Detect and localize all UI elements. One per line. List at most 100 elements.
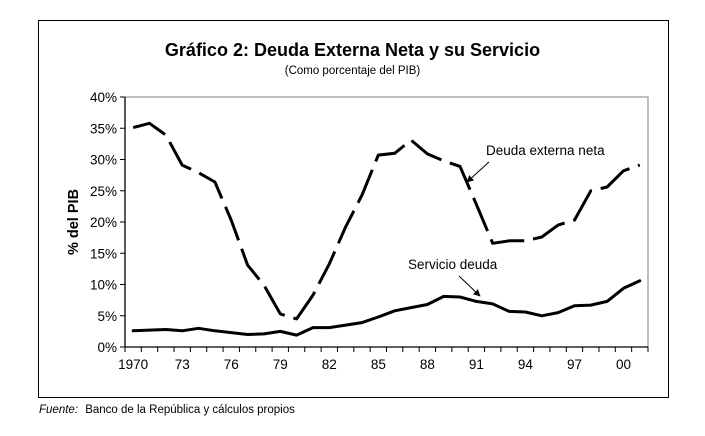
data-point — [360, 321, 363, 324]
data-point — [344, 226, 347, 229]
data-point — [540, 314, 543, 317]
data-point — [573, 304, 576, 307]
data-point — [295, 334, 298, 337]
data-point — [606, 186, 609, 189]
x-tick-label: 1970 — [118, 357, 148, 372]
data-point — [589, 304, 592, 307]
data-point — [638, 164, 641, 167]
y-tick-label: 20% — [90, 215, 117, 230]
data-point — [508, 310, 511, 313]
data-point — [475, 300, 478, 303]
data-point — [524, 311, 527, 314]
data-point — [426, 303, 429, 306]
y-tick-label: 30% — [90, 153, 117, 168]
x-tick-label: 00 — [616, 357, 631, 372]
data-point — [230, 219, 233, 222]
series-line-deuda-externa-neta — [132, 121, 641, 321]
x-tick-label: 91 — [469, 357, 484, 372]
chart-frame — [38, 20, 669, 398]
data-point — [606, 300, 609, 303]
data-point — [311, 294, 314, 297]
data-point — [262, 284, 265, 287]
x-tick-label: 76 — [224, 357, 239, 372]
data-point — [540, 236, 543, 239]
data-point — [377, 154, 380, 157]
y-tick-label: 25% — [90, 184, 117, 199]
data-point — [132, 126, 135, 129]
x-tick-label: 79 — [273, 357, 288, 372]
source-text: Banco de la República y cálculos propios — [85, 404, 295, 416]
x-tick-label: 94 — [518, 357, 534, 372]
data-point — [197, 171, 200, 174]
data-point — [197, 327, 200, 330]
data-point — [295, 317, 298, 320]
source-note: Fuente: Banco de la República y cálculos… — [39, 404, 295, 416]
annotation-servicio-deuda: Servicio deuda — [408, 257, 498, 272]
x-tick-label: 73 — [175, 357, 190, 372]
data-point — [459, 296, 462, 299]
data-point — [491, 242, 494, 245]
data-point — [638, 279, 641, 282]
x-tick-label: 82 — [322, 357, 337, 372]
annotations: Deuda externa neta Servicio deuda — [408, 143, 605, 297]
data-point — [344, 324, 347, 327]
y-tick-label: 15% — [90, 246, 117, 261]
chart-title: Gráfico 2: Deuda Externa Neta y su Servi… — [164, 40, 541, 60]
series-line-servicio-deuda — [131, 279, 642, 337]
data-point — [164, 134, 167, 137]
data-point — [230, 331, 233, 334]
data-point — [148, 329, 151, 332]
data-point — [442, 159, 445, 162]
x-axis: 1970 73 76 79 82 85 88 91 94 97 00 — [118, 346, 649, 372]
data-point — [213, 181, 216, 184]
data-point — [262, 332, 265, 335]
data-point — [557, 224, 560, 227]
y-tick-label: 10% — [90, 278, 117, 293]
plot-area — [124, 96, 649, 348]
data-point — [148, 122, 151, 125]
series-group — [131, 121, 642, 337]
data-point — [393, 309, 396, 312]
data-point — [246, 264, 249, 267]
data-point — [377, 316, 380, 319]
x-tick-label: 97 — [567, 357, 582, 372]
y-tick-label: 35% — [90, 121, 117, 136]
y-axis-label: % del PIB — [66, 189, 82, 255]
data-point — [475, 203, 478, 206]
x-tick-label: 88 — [420, 357, 435, 372]
data-point — [311, 326, 314, 329]
data-point — [181, 164, 184, 167]
source-label: Fuente: — [39, 404, 78, 416]
data-point — [491, 302, 494, 305]
data-point — [524, 239, 527, 242]
data-point — [213, 329, 216, 332]
data-point — [557, 311, 560, 314]
data-point — [279, 330, 282, 333]
data-point — [393, 152, 396, 155]
data-point — [328, 326, 331, 329]
data-point — [442, 295, 445, 298]
data-point — [410, 306, 413, 309]
chart-subtitle: (Como porcentaje del PIB) — [284, 65, 421, 77]
annotation-arrow-servicio — [458, 275, 481, 297]
y-tick-label: 0% — [97, 340, 117, 355]
x-tick-label: 85 — [371, 357, 386, 372]
data-point — [132, 329, 135, 332]
data-point — [410, 139, 413, 142]
data-point — [279, 312, 282, 315]
data-point — [164, 328, 167, 331]
data-point — [589, 189, 592, 192]
data-point — [459, 165, 462, 168]
y-tick-label: 40% — [90, 90, 117, 105]
annotation-deuda-externa-neta: Deuda externa neta — [486, 143, 605, 158]
data-point — [573, 219, 576, 222]
y-axis: 0% 5% 10% 15% 20% 25% 30% 35% 40% — [90, 90, 649, 355]
data-point — [622, 287, 625, 290]
data-point — [246, 333, 249, 336]
data-point — [426, 152, 429, 155]
annotation-arrow-deuda — [466, 161, 490, 183]
y-tick-label: 5% — [97, 309, 117, 324]
data-point — [508, 239, 511, 242]
data-point — [328, 262, 331, 265]
